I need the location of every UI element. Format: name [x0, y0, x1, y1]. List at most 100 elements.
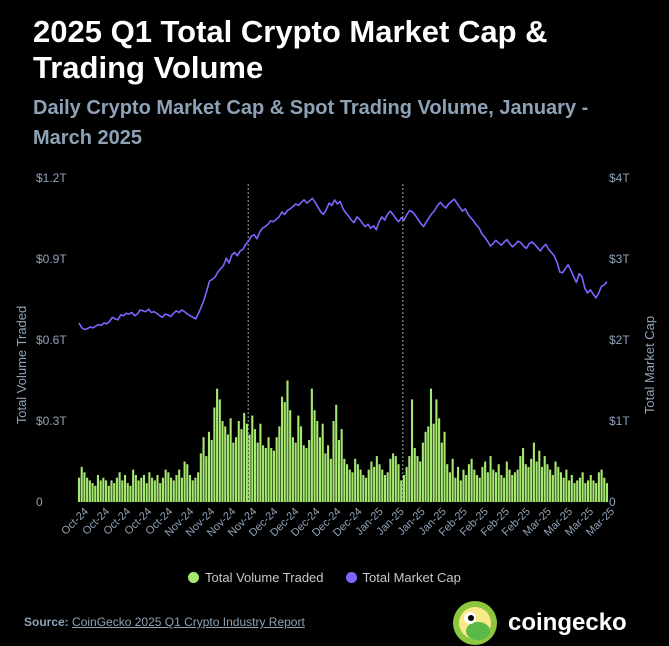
volume-bar	[551, 475, 554, 502]
volume-bar	[364, 477, 368, 502]
volume-bar	[459, 480, 462, 502]
volume-bar	[494, 472, 498, 502]
volume-bar	[562, 477, 565, 502]
volume-bar	[373, 466, 376, 502]
volume-bar	[565, 469, 568, 502]
volume-bar	[126, 483, 129, 502]
volume-bar	[213, 407, 216, 502]
volume-bar	[465, 475, 468, 502]
volume-bar	[481, 466, 484, 502]
volume-bar	[532, 442, 535, 502]
combo-chart: 0$0.3T$0.6T$0.9T$1.2T 0$1T$2T$3T$4T Oct-…	[14, 171, 657, 539]
legend-item-mcap[interactable]: Total Market Cap	[345, 570, 461, 585]
volume-bar	[516, 469, 519, 502]
volume-bar	[148, 472, 151, 502]
volume-bar	[286, 380, 289, 502]
volume-bar	[80, 466, 83, 502]
volume-bar	[451, 458, 454, 502]
legend-item-volume[interactable]: Total Volume Traded	[188, 570, 324, 585]
volume-bar	[375, 456, 378, 502]
volume-bar	[275, 437, 278, 502]
left-tick-label: $0.3T	[36, 414, 67, 428]
volume-bar	[538, 450, 541, 502]
volume-bar	[408, 456, 411, 502]
volume-bar	[96, 475, 100, 502]
volume-bar	[524, 464, 527, 502]
volume-bar	[321, 423, 324, 502]
volume-bar	[267, 437, 270, 502]
legend-mcap-swatch	[345, 572, 357, 583]
volume-bar	[527, 466, 530, 502]
market-cap-line	[78, 197, 608, 331]
volume-bar	[91, 483, 94, 502]
right-tick-label: $1T	[609, 414, 630, 428]
volume-bar	[427, 426, 430, 502]
volume-bar	[251, 415, 254, 502]
volume-bar	[86, 477, 89, 502]
volume-bar	[310, 388, 313, 502]
legend-volume-label: Total Volume Traded	[205, 570, 324, 585]
volume-bar	[88, 480, 91, 502]
volume-bar	[234, 437, 238, 502]
volume-bar	[503, 477, 506, 502]
volume-bar	[343, 458, 346, 502]
volume-bar	[186, 464, 189, 502]
volume-bar	[156, 475, 159, 502]
volume-bar	[115, 477, 118, 502]
source-note: Source: CoinGecko 2025 Q1 Crypto Industr…	[24, 615, 305, 629]
volume-bar	[513, 472, 516, 502]
volume-bar	[584, 483, 587, 502]
volume-bar	[475, 475, 479, 502]
volume-bar	[205, 456, 208, 502]
volume-bar	[511, 475, 514, 502]
volume-bar	[589, 475, 592, 502]
volume-bar	[262, 445, 265, 502]
source-link[interactable]: CoinGecko 2025 Q1 Crypto Industry Report	[72, 615, 305, 629]
volume-bar	[405, 466, 408, 502]
volume-bar	[164, 469, 167, 502]
volume-bar	[151, 477, 154, 502]
volume-bar	[386, 472, 389, 502]
volume-bar	[492, 469, 495, 502]
volume-bar	[522, 448, 525, 502]
volume-bar	[557, 466, 560, 502]
volume-bar	[348, 469, 351, 502]
volume-bar	[270, 448, 273, 502]
volume-bar	[605, 483, 609, 502]
volume-bar	[554, 461, 557, 502]
volume-bar	[281, 396, 284, 502]
volume-bar	[435, 399, 438, 502]
volume-bar	[316, 421, 319, 502]
volume-bar	[429, 388, 433, 502]
left-tick-label: 0	[36, 495, 43, 509]
volume-bar	[113, 483, 116, 502]
volume-bar	[329, 458, 332, 502]
volume-bar	[129, 485, 132, 502]
volume-bar	[327, 445, 330, 502]
volume-bar	[424, 431, 427, 502]
volume-bar	[546, 464, 549, 502]
right-tick-label: 0	[609, 495, 616, 509]
volume-bar	[240, 429, 243, 502]
brand-name: coingecko	[508, 609, 627, 636]
volume-bar	[259, 423, 262, 502]
volume-bar	[497, 464, 500, 502]
legend: Total Volume Traded Total Market Cap	[188, 570, 461, 585]
volume-bar	[221, 421, 224, 502]
volume-bar	[470, 458, 473, 502]
volume-bar	[354, 458, 357, 502]
chart-subtitle: Daily Crypto Market Cap & Spot Trading V…	[33, 97, 589, 149]
volume-bar	[83, 472, 86, 502]
volume-bar	[175, 475, 178, 502]
volume-bar	[134, 475, 137, 502]
legend-volume-swatch	[188, 572, 199, 583]
volume-bar	[530, 458, 533, 502]
volume-bar	[505, 461, 508, 502]
volume-bar	[486, 472, 489, 502]
volume-bar	[232, 442, 235, 502]
volume-bar	[253, 429, 257, 502]
volume-bar	[256, 442, 259, 502]
right-tick-label: $4T	[609, 171, 630, 185]
coingecko-brand[interactable]: coingecko	[452, 600, 627, 646]
right-tick-label: $3T	[609, 252, 630, 266]
